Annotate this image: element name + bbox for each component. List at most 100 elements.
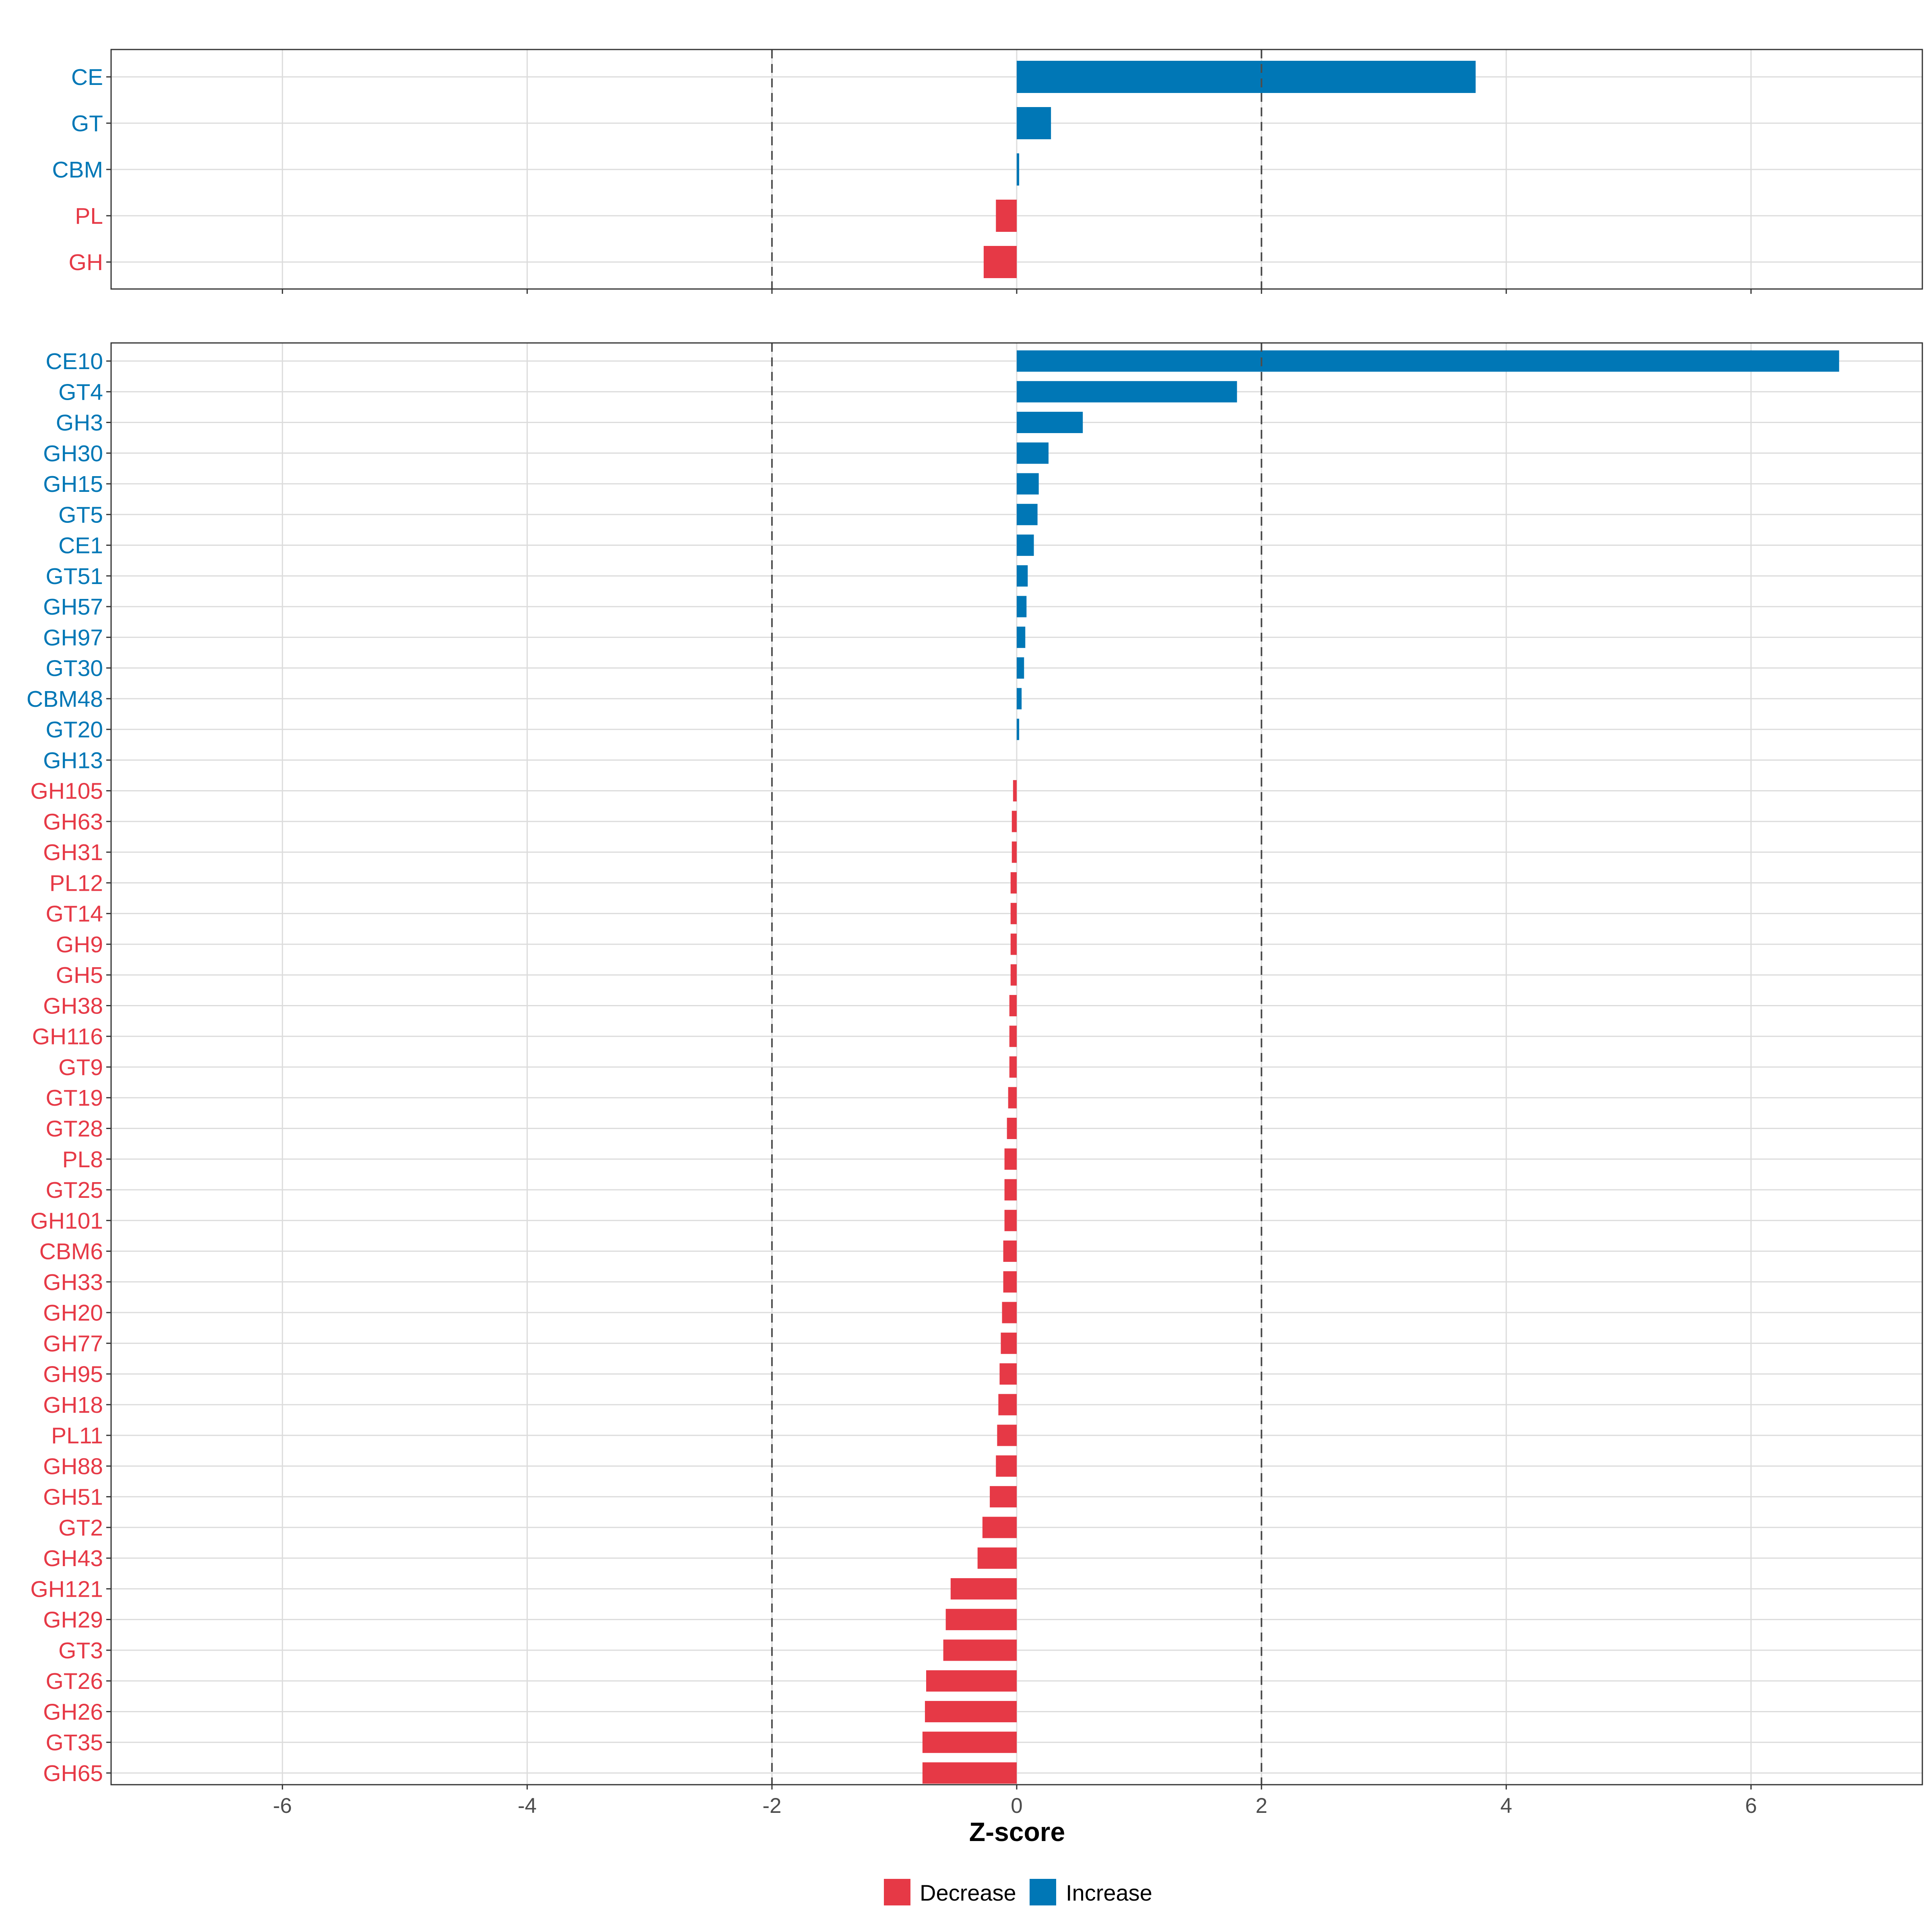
bar-GT	[1017, 107, 1051, 139]
category-label-GH31: GH31	[43, 840, 103, 865]
bar-GH65	[922, 1762, 1017, 1784]
bar-GT35	[922, 1732, 1017, 1753]
category-label-GH: GH	[69, 250, 103, 275]
x-tick-label: -4	[518, 1794, 537, 1818]
bar-GH	[983, 246, 1017, 278]
category-label-GH38: GH38	[43, 993, 103, 1019]
category-label-GT9: GT9	[58, 1055, 103, 1080]
category-label-GT2: GT2	[58, 1515, 103, 1541]
category-label-GT3: GT3	[58, 1638, 103, 1664]
bar-GH20	[1002, 1302, 1017, 1323]
bar-GT28	[1007, 1118, 1017, 1139]
bar-GH97	[1017, 626, 1026, 648]
bar-GH63	[1011, 811, 1017, 832]
x-tick-label: 4	[1500, 1794, 1512, 1818]
bar-GT9	[1009, 1056, 1017, 1078]
category-label-GT: GT	[71, 111, 103, 136]
category-label-GT51: GT51	[45, 564, 103, 589]
category-label-GH121: GH121	[30, 1576, 103, 1602]
x-tick-label: -2	[762, 1794, 781, 1818]
x-tick-label: 0	[1011, 1794, 1022, 1818]
bar-GH33	[1003, 1271, 1017, 1293]
bar-GH9	[1010, 933, 1017, 955]
category-label-GH15: GH15	[43, 471, 103, 497]
legend-increase-key	[1030, 1879, 1056, 1905]
bar-GH26	[925, 1701, 1017, 1722]
bar-GH43	[977, 1547, 1017, 1569]
bar-GH30	[1017, 442, 1049, 464]
category-label-GH97: GH97	[43, 625, 103, 650]
bar-GT5	[1017, 504, 1038, 525]
bar-GH3	[1017, 412, 1083, 433]
category-label-CBM6: CBM6	[39, 1239, 103, 1265]
bar-GT26	[926, 1670, 1017, 1692]
category-label-CE: CE	[71, 64, 103, 90]
category-label-GT26: GT26	[45, 1668, 103, 1694]
category-label-GH26: GH26	[43, 1699, 103, 1725]
panel-subfamily: CE10 GT4 GH3 GH30 GH15 GT5 CE1 GT51 GH57 GH97 GT30…	[27, 342, 1923, 1790]
bar-CBM	[1017, 153, 1020, 186]
category-label-GH88: GH88	[43, 1453, 103, 1479]
category-label-GT14: GT14	[45, 901, 103, 927]
category-label-CBM48: CBM48	[27, 686, 103, 712]
category-label-GH20: GH20	[43, 1300, 103, 1326]
bar-GT2	[982, 1517, 1017, 1538]
bar-CE10	[1017, 350, 1839, 372]
bar-GH18	[998, 1394, 1017, 1416]
category-label-GH43: GH43	[43, 1546, 103, 1571]
category-label-GH51: GH51	[43, 1484, 103, 1510]
category-label-GH5: GH5	[56, 962, 103, 988]
category-label-GT20: GT20	[45, 717, 103, 743]
bar-GH88	[996, 1455, 1017, 1477]
category-label-PL11: PL11	[51, 1423, 103, 1449]
bar-GT25	[1004, 1179, 1017, 1201]
category-label-GT30: GT30	[45, 656, 103, 681]
category-label-GT35: GT35	[45, 1730, 103, 1756]
category-label-GH77: GH77	[43, 1331, 103, 1356]
bar-GH116	[1009, 1026, 1017, 1047]
legend-decrease-key	[884, 1879, 910, 1905]
bar-GH31	[1011, 841, 1017, 863]
bar-GT14	[1010, 903, 1017, 925]
category-label-GH3: GH3	[56, 410, 103, 436]
bar-GH29	[945, 1609, 1017, 1631]
legend: Decrease Increase	[884, 1879, 1152, 1905]
category-label-GH101: GH101	[30, 1208, 103, 1234]
category-label-PL8: PL8	[62, 1147, 103, 1172]
bar-GH105	[1013, 780, 1017, 802]
category-label-GH95: GH95	[43, 1362, 103, 1387]
category-label-GT5: GT5	[58, 502, 103, 528]
bar-GH101	[1004, 1210, 1017, 1231]
category-label-GH57: GH57	[43, 594, 103, 620]
category-label-CE1: CE1	[58, 533, 103, 559]
category-label-GH105: GH105	[30, 778, 103, 804]
category-label-PL: PL	[75, 203, 103, 229]
category-label-GH29: GH29	[43, 1607, 103, 1633]
bar-GT20	[1017, 718, 1020, 740]
legend-increase-label: Increase	[1066, 1880, 1152, 1905]
bar-GH5	[1010, 964, 1017, 986]
category-label-CBM: CBM	[52, 157, 103, 183]
category-label-GH33: GH33	[43, 1269, 103, 1295]
bar-PL11	[997, 1424, 1017, 1446]
bar-PL8	[1004, 1148, 1017, 1170]
category-label-CE10: CE10	[45, 349, 103, 374]
bar-GT19	[1008, 1087, 1017, 1108]
category-label-GT4: GT4	[58, 379, 103, 405]
category-label-GH9: GH9	[56, 932, 103, 958]
bar-GT51	[1017, 565, 1028, 587]
bar-GH121	[950, 1578, 1017, 1600]
bar-GT3	[943, 1639, 1017, 1661]
bar-GH77	[1001, 1332, 1017, 1354]
bar-GH51	[990, 1486, 1017, 1508]
bar-GT4	[1017, 381, 1237, 402]
bar-CE1	[1017, 535, 1034, 556]
category-label-GH13: GH13	[43, 747, 103, 773]
bar-PL12	[1010, 872, 1017, 894]
category-label-GT19: GT19	[45, 1085, 103, 1111]
bar-PL	[996, 200, 1017, 232]
bar-GH95	[999, 1363, 1017, 1385]
category-label-GH30: GH30	[43, 441, 103, 466]
bar-CE	[1017, 61, 1476, 93]
